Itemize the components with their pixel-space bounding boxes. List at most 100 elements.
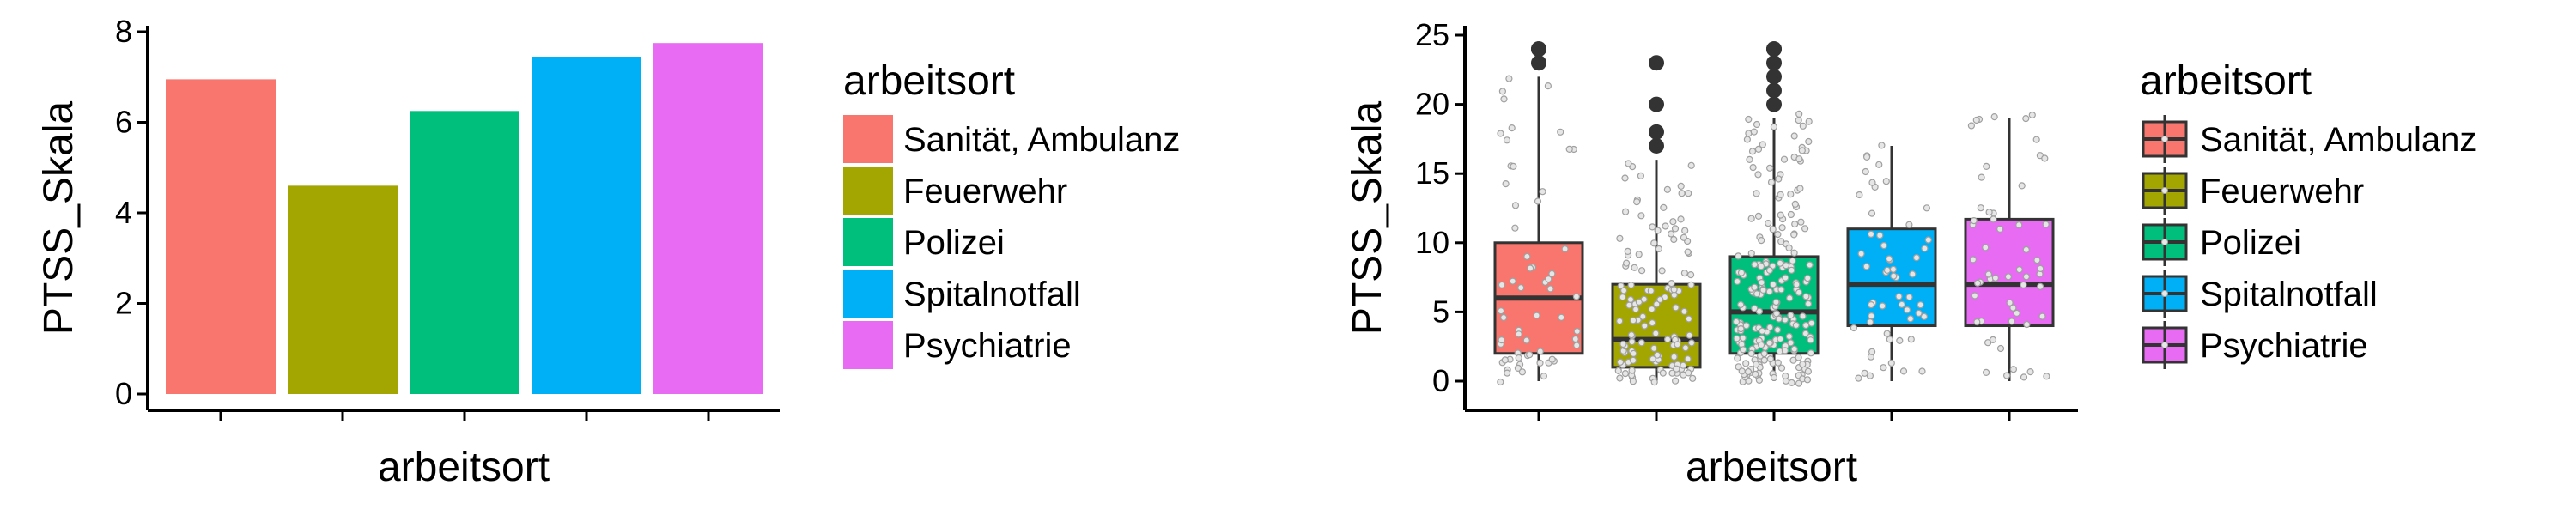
jitter-point bbox=[1868, 209, 1876, 217]
jitter-point bbox=[1798, 147, 1806, 154]
jitter-point bbox=[1501, 356, 1509, 364]
jitter-point bbox=[1539, 188, 1546, 196]
jitter-point bbox=[1895, 293, 1903, 300]
jitter-point bbox=[1650, 379, 1658, 386]
jitter-point bbox=[1787, 191, 1795, 198]
bar bbox=[288, 185, 398, 394]
jitter-point bbox=[2037, 264, 2044, 272]
jitter-point bbox=[1991, 274, 1999, 282]
jitter-point bbox=[1743, 136, 1752, 143]
jitter-point bbox=[1777, 238, 1785, 245]
jitter-point bbox=[1540, 373, 1548, 380]
jitter-point bbox=[1973, 318, 1981, 326]
jitter-point bbox=[1744, 367, 1753, 376]
jitter-point bbox=[1769, 281, 1777, 288]
legend-title: arbeitsort bbox=[2140, 58, 2312, 104]
jitter-point bbox=[1807, 349, 1815, 357]
jitter-point bbox=[1670, 286, 1678, 294]
jitter-point bbox=[1686, 331, 1693, 339]
jitter-point bbox=[1505, 75, 1513, 82]
jitter-point bbox=[1637, 267, 1646, 275]
jitter-point bbox=[2020, 281, 2027, 288]
legend-key-point bbox=[2161, 239, 2168, 245]
jitter-point bbox=[1616, 374, 1624, 382]
jitter-point bbox=[1687, 339, 1696, 347]
jitter-point bbox=[1655, 245, 1663, 253]
legend-key bbox=[843, 167, 893, 215]
jitter-point bbox=[1640, 295, 1648, 303]
jitter-point bbox=[1805, 118, 1813, 125]
jitter-point bbox=[1982, 244, 1990, 251]
jitter-point bbox=[1548, 270, 1556, 277]
jitter-point bbox=[1681, 344, 1690, 352]
legend-key bbox=[2142, 115, 2188, 163]
jitter-point bbox=[1786, 294, 1794, 302]
jitter-point bbox=[1857, 250, 1865, 258]
jitter-point bbox=[1760, 350, 1768, 358]
jitter-point bbox=[1647, 287, 1655, 294]
jitter-point bbox=[1880, 242, 1888, 250]
jitter-point bbox=[1680, 307, 1688, 315]
jitter-point bbox=[1918, 367, 1926, 375]
jitter-point bbox=[1544, 82, 1552, 90]
jitter-point bbox=[1621, 208, 1630, 215]
jitter-point bbox=[1785, 332, 1793, 341]
jitter-point bbox=[1639, 312, 1647, 320]
jitter-point bbox=[1903, 306, 1911, 314]
jitter-point bbox=[1673, 365, 1680, 373]
legend-label: Spitalnotfall bbox=[2200, 276, 2378, 313]
jitter-point bbox=[2033, 257, 2041, 264]
jitter-point bbox=[1735, 252, 1742, 260]
jitter-point bbox=[1637, 212, 1645, 220]
jitter-point bbox=[1758, 341, 1765, 348]
jitter-point bbox=[1775, 315, 1783, 323]
jitter-point bbox=[1627, 331, 1636, 339]
jitter-point bbox=[1759, 327, 1766, 335]
outlier-point bbox=[1649, 124, 1664, 140]
jitter-point bbox=[1777, 259, 1784, 267]
jitter-point bbox=[1685, 315, 1692, 323]
jitter-point bbox=[1687, 161, 1695, 169]
jitter-point bbox=[1502, 180, 1510, 188]
jitter-point bbox=[2026, 368, 2034, 376]
jitter-point bbox=[1503, 136, 1511, 144]
jitter-point bbox=[1526, 264, 1534, 272]
jitter-point bbox=[1875, 161, 1883, 168]
outlier-point bbox=[1766, 41, 1782, 58]
jitter-point bbox=[1545, 276, 1552, 283]
jitter-point bbox=[1985, 209, 1993, 216]
jitter-point bbox=[1637, 172, 1645, 179]
jitter-point bbox=[2020, 373, 2028, 381]
jitter-point bbox=[1752, 370, 1759, 378]
jitter-point bbox=[1546, 285, 1554, 293]
jitter-point bbox=[1785, 244, 1793, 251]
jitter-point bbox=[1518, 368, 1527, 376]
legend-key bbox=[843, 115, 893, 163]
jitter-point bbox=[1967, 122, 1975, 130]
jitter-point bbox=[1789, 257, 1796, 264]
jitter-point bbox=[1745, 115, 1753, 124]
jitter-point bbox=[1882, 178, 1890, 185]
jitter-point bbox=[2042, 221, 2050, 228]
jitter-point bbox=[2043, 373, 2050, 380]
jitter-point bbox=[1782, 262, 1790, 270]
outlier-point bbox=[1649, 55, 1664, 71]
jitter-point bbox=[1799, 122, 1807, 130]
y-tick-label: 0 bbox=[115, 376, 132, 411]
jitter-point bbox=[1749, 164, 1757, 172]
jitter-point bbox=[1649, 223, 1656, 231]
legend-key bbox=[2142, 321, 2188, 369]
jitter-point bbox=[1769, 226, 1777, 233]
jitter-point bbox=[1754, 212, 1763, 220]
jitter-point bbox=[1861, 369, 1868, 377]
jitter-point bbox=[1561, 245, 1569, 253]
jitter-point bbox=[1759, 141, 1766, 148]
jitter-point bbox=[1807, 336, 1814, 344]
box-group bbox=[1493, 41, 1584, 381]
jitter-point bbox=[1906, 315, 1914, 323]
jitter-point bbox=[1685, 190, 1692, 197]
jitter-point bbox=[1777, 286, 1785, 294]
jitter-point bbox=[1777, 191, 1784, 198]
legend-key bbox=[843, 270, 893, 318]
jitter-point bbox=[1766, 324, 1774, 331]
